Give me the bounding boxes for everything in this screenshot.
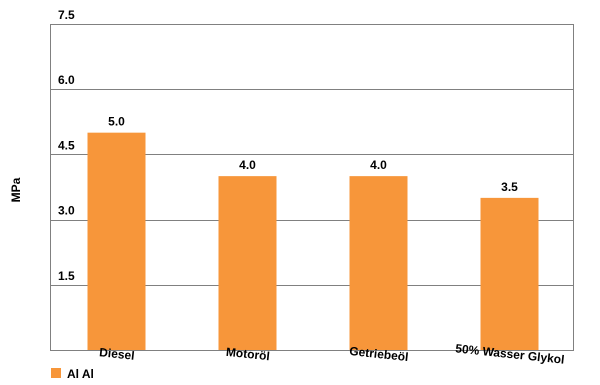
data-label: 3.5 xyxy=(501,180,518,194)
x-category-label: Diesel xyxy=(99,345,136,363)
data-label: 4.0 xyxy=(239,158,256,172)
data-label: 5.0 xyxy=(108,115,125,129)
x-category-labels: Diesel Motoröl Getriebeöl 50% Wasser Glykol xyxy=(99,341,566,366)
bar xyxy=(349,176,408,350)
bar xyxy=(480,197,539,350)
y-tick-label: 1.5 xyxy=(58,269,75,283)
x-category-label: Getriebeöl xyxy=(349,344,409,364)
bars xyxy=(87,132,539,350)
bar xyxy=(218,176,277,350)
legend: Al Al xyxy=(51,367,94,381)
y-tick-label: 4.5 xyxy=(58,138,75,152)
y-tick-label: 7.5 xyxy=(58,8,75,22)
data-label: 4.0 xyxy=(370,158,387,172)
bar xyxy=(87,132,146,350)
y-tick-labels: 1.5 3.0 4.5 6.0 7.5 xyxy=(58,8,75,283)
y-tick-label: 6.0 xyxy=(58,73,75,87)
data-labels: 5.0 4.0 4.0 3.5 xyxy=(108,115,518,194)
x-category-label: Motoröl xyxy=(225,345,270,364)
y-axis-title: MPa xyxy=(9,177,23,202)
y-tick-label: 3.0 xyxy=(58,204,75,218)
legend-label: Al Al xyxy=(67,367,94,381)
legend-swatch xyxy=(51,368,61,378)
